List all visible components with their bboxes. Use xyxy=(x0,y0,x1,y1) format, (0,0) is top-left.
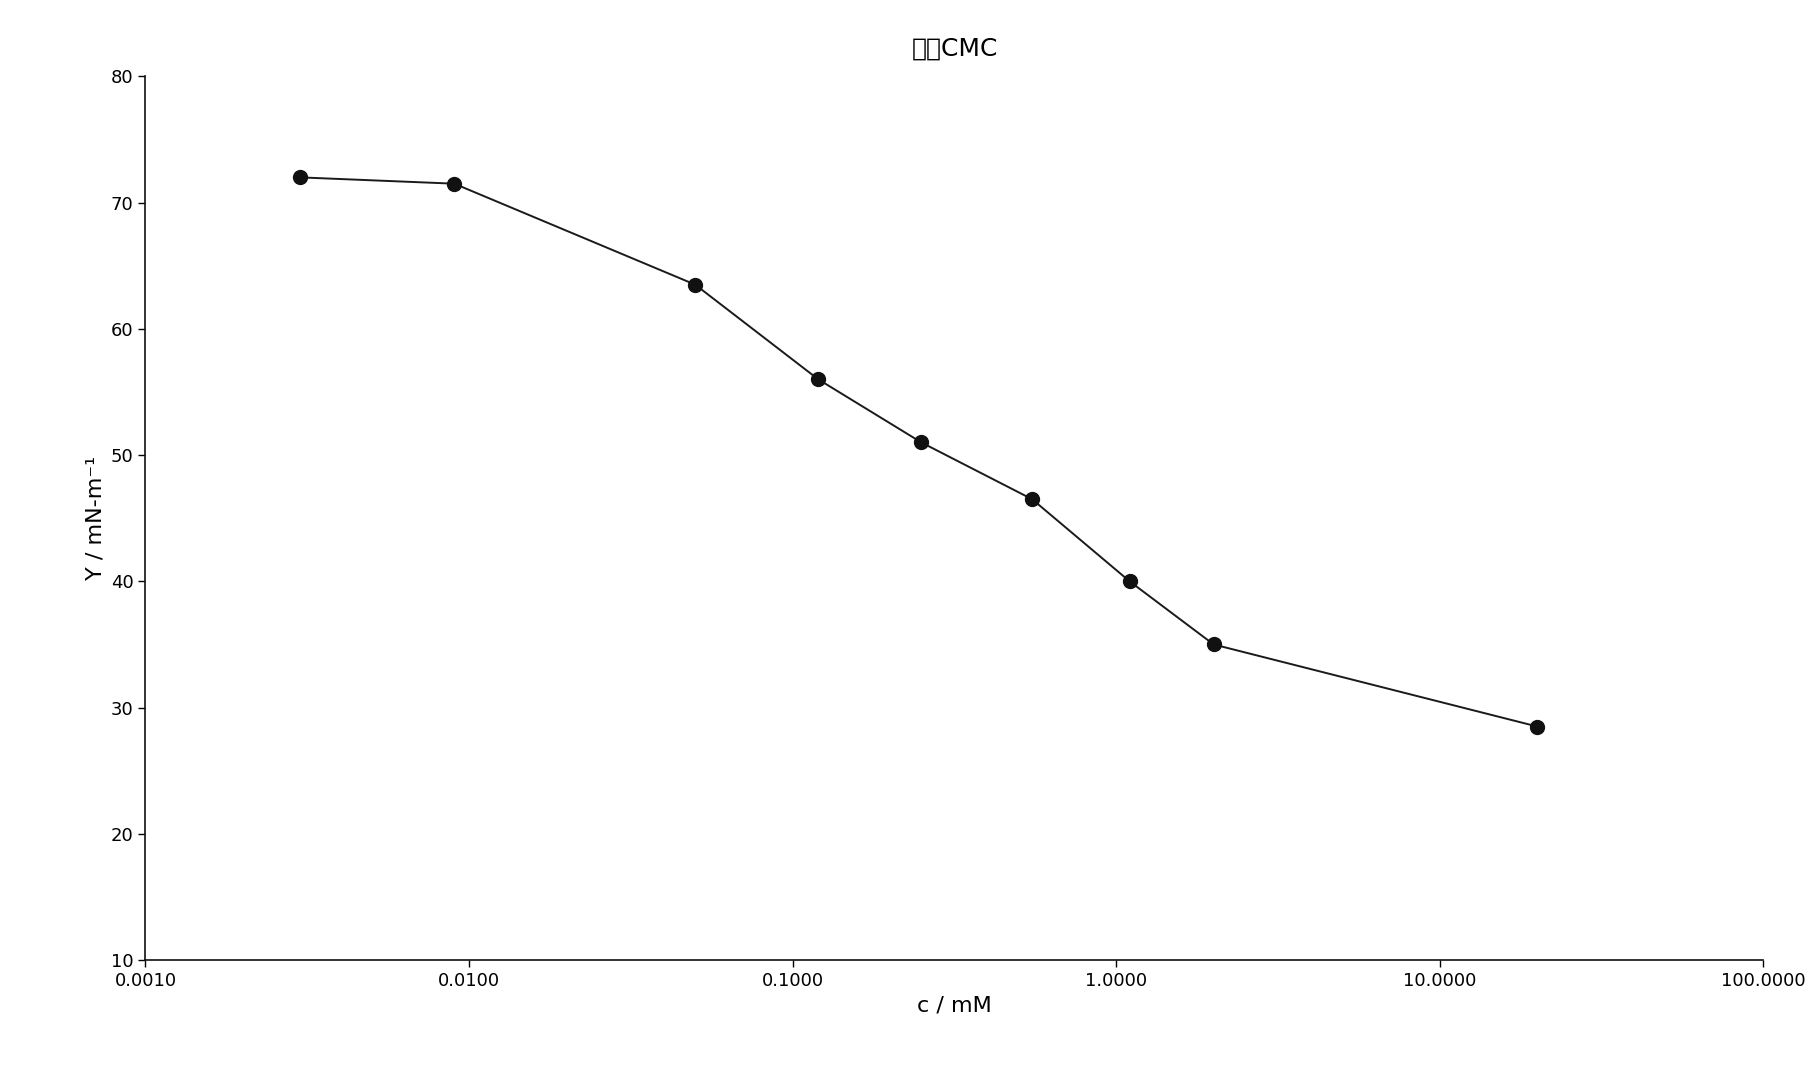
X-axis label: c / mM: c / mM xyxy=(916,995,993,1016)
Title: 确定CMC: 确定CMC xyxy=(911,36,998,60)
Y-axis label: Y / mN-m⁻¹: Y / mN-m⁻¹ xyxy=(85,456,105,580)
